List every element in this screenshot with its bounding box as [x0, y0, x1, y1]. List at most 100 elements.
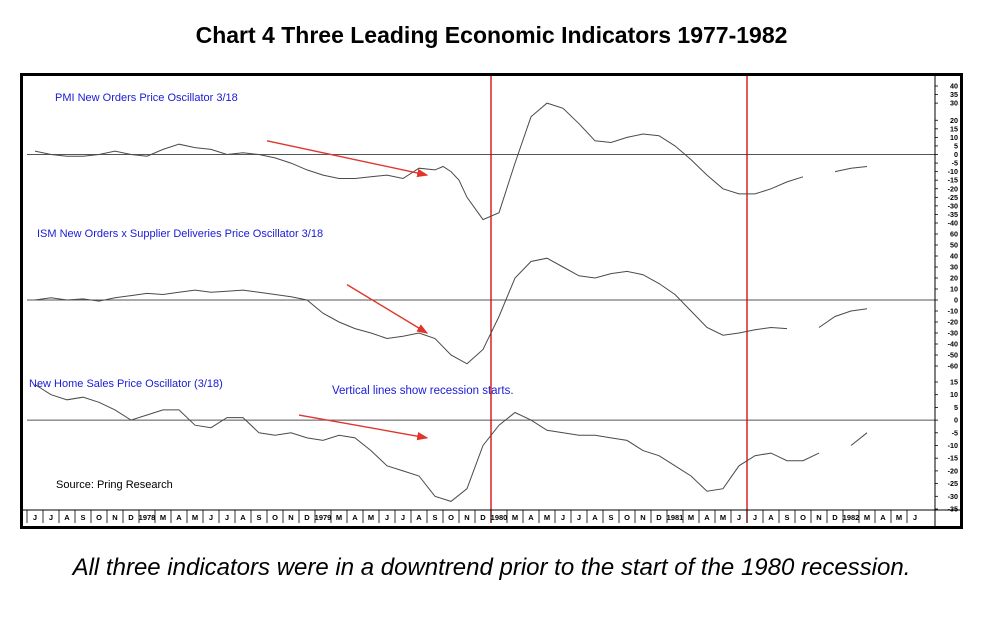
series-line: [34, 384, 868, 502]
x-tick-label: A: [416, 513, 422, 522]
x-tick-label: S: [432, 513, 437, 522]
y-tick-label: 40: [950, 252, 958, 261]
x-tick-label: J: [913, 513, 917, 522]
x-tick-label: D: [832, 513, 838, 522]
x-tick-label: J: [385, 513, 389, 522]
x-tick-label: J: [577, 513, 581, 522]
y-tick-label: -50: [948, 351, 958, 360]
y-tick-label: -5: [952, 428, 958, 437]
y-tick-label: 30: [950, 263, 958, 272]
chart-frame: 40 35 30 20 15 10 5 0 -5 -10 -15 -20 -25 -30 -35 -40 60 5…: [20, 73, 963, 529]
x-tick-label: J: [753, 513, 757, 522]
y-tick-label: 5: [954, 141, 958, 150]
y-tick-label: -25: [948, 479, 958, 488]
x-tick-label: O: [272, 513, 278, 522]
x-tick-label: D: [656, 513, 662, 522]
trend-arrow: [298, 414, 429, 441]
x-tick-label: N: [464, 513, 469, 522]
panel-label: ISM New Orders x Supplier Deliveries Pri…: [37, 228, 323, 240]
x-tick-label: A: [880, 513, 886, 522]
chart-caption: All three indicators were in a downtrend…: [72, 554, 911, 581]
x-tick-label: M: [192, 513, 198, 522]
x-tick-label: D: [480, 513, 486, 522]
trend-arrow: [266, 140, 429, 178]
x-tick-label: M: [688, 513, 694, 522]
x-tick-label: A: [176, 513, 182, 522]
x-tick-label: A: [352, 513, 358, 522]
x-tick-label: N: [816, 513, 821, 522]
y-tick-label: -10: [948, 441, 958, 450]
x-tick-label: J: [225, 513, 229, 522]
y-tick-label: -60: [948, 362, 958, 371]
x-tick-label: M: [720, 513, 726, 522]
x-tick-label: N: [640, 513, 645, 522]
y-tick-label: 15: [950, 378, 958, 387]
x-tick-label: S: [608, 513, 613, 522]
x-tick-label: O: [624, 513, 630, 522]
x-tick-label: A: [240, 513, 246, 522]
x-tick-label: A: [64, 513, 70, 522]
x-tick-label: A: [528, 513, 534, 522]
y-tick-label: 10: [950, 390, 958, 399]
y-tick-label: 35: [950, 90, 958, 99]
x-tick-label: J: [49, 513, 53, 522]
y-tick-label: -35: [948, 210, 958, 219]
y-tick-label: -20: [948, 318, 958, 327]
recession-lines: [490, 76, 748, 523]
x-tick-label: M: [864, 513, 870, 522]
y-tick-label: -30: [948, 492, 958, 501]
y-tick-label: -40: [948, 340, 958, 349]
x-tick-label: J: [737, 513, 741, 522]
x-tick-label: M: [896, 513, 902, 522]
y-tick-label: 50: [950, 241, 958, 250]
y-tick-label: 40: [950, 82, 958, 91]
x-tick-label: J: [33, 513, 37, 522]
y-tick-label: -10: [948, 167, 958, 176]
y-tick-label: -35: [948, 505, 958, 514]
chart-series: [34, 102, 868, 502]
x-tick-label: M: [512, 513, 518, 522]
x-tick-label: 1981: [667, 513, 684, 522]
x-tick-label: M: [544, 513, 550, 522]
x-tick-label: D: [128, 513, 134, 522]
x-tick-label: A: [592, 513, 598, 522]
y-tick-label: -20: [948, 466, 958, 475]
panel-labels: PMI New Orders Price Oscillator 3/18 ISM …: [29, 92, 514, 491]
y-tick-label: 15: [950, 124, 958, 133]
x-tick-label: J: [209, 513, 213, 522]
x-tick-label: A: [704, 513, 710, 522]
y-tick-label: 10: [950, 285, 958, 294]
x-tick-label: O: [448, 513, 454, 522]
x-tick-label: 1978: [139, 513, 156, 522]
y-axis: 40353020151050-5-10-15-20-25-30-35-40605…: [934, 76, 958, 526]
source-label: Source: Pring Research: [56, 479, 173, 491]
y-tick-label: 20: [950, 116, 958, 125]
x-tick-label: O: [96, 513, 102, 522]
x-tick-label: M: [160, 513, 166, 522]
y-tick-label: 0: [954, 416, 958, 425]
series-line: [34, 102, 868, 221]
x-tick-label: 1979: [315, 513, 332, 522]
x-tick-label: J: [401, 513, 405, 522]
x-tick-label: 1982: [843, 513, 860, 522]
y-tick-label: 10: [950, 133, 958, 142]
y-tick-label: 5: [954, 403, 958, 412]
y-tick-label: -10: [948, 307, 958, 316]
trend-arrow: [346, 284, 429, 334]
y-tick-label: -30: [948, 329, 958, 338]
x-tick-label: S: [256, 513, 261, 522]
recession-annotation: Vertical lines show recession starts.: [332, 385, 514, 397]
y-tick-label: -40: [948, 219, 958, 228]
y-tick-label: -20: [948, 184, 958, 193]
x-tick-label: N: [112, 513, 117, 522]
trend-arrows: [266, 140, 429, 441]
x-tick-label: S: [784, 513, 789, 522]
y-tick-label: 0: [954, 296, 958, 305]
chart-title: Chart 4 Three Leading Economic Indicator…: [195, 22, 788, 48]
y-tick-label: -15: [948, 454, 958, 463]
series-line: [34, 257, 868, 365]
panel-label: New Home Sales Price Oscillator (3/18): [29, 378, 223, 390]
y-tick-label: -5: [952, 159, 958, 168]
x-tick-label: 1980: [491, 513, 508, 522]
x-axis: J J A S O N D 1978 M A M J J A S O N D 1979 M A M J J A S O N D 1980 M…: [23, 509, 960, 523]
